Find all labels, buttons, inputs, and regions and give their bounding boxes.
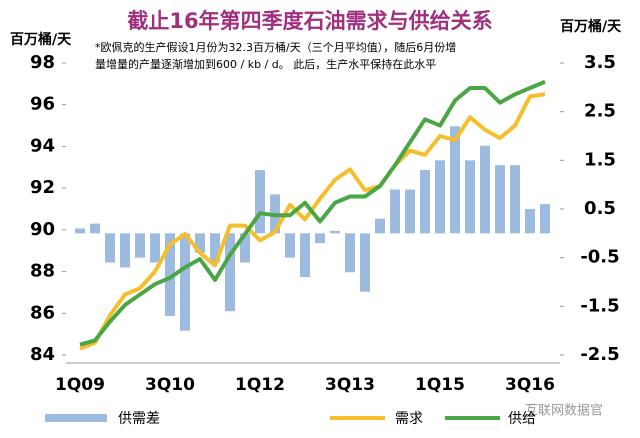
bar [495, 165, 505, 234]
x-tick-label: 1Q09 [55, 375, 105, 395]
y-tick-label: 96 [30, 94, 55, 115]
legend-label: 需求 [395, 411, 423, 427]
bar [435, 160, 445, 234]
y2-tick-label: 2.5 [584, 101, 616, 122]
y2-tick-label: -1.5 [580, 295, 619, 316]
note: *欧佩克的生产假设1月份为32.3百万桶/天（三个月平均值），随后6月份增 [95, 40, 456, 54]
bar [75, 228, 85, 234]
bar [480, 145, 490, 234]
bar [420, 170, 430, 234]
bar [105, 233, 115, 263]
bar [360, 233, 370, 292]
note: 量增量的产量逐渐增加到600 / kb / d。 此后，生产水平保持在此水平 [95, 57, 436, 71]
bar [225, 233, 235, 312]
bar [135, 233, 145, 258]
x-tick-label: 3Q13 [325, 375, 375, 395]
bar [465, 160, 475, 234]
y2-tick-label: -2.5 [580, 344, 619, 365]
bar [165, 233, 175, 317]
bar [195, 233, 205, 253]
y-tick-label: 88 [30, 261, 55, 282]
y2-tick-label: 3.5 [584, 52, 616, 73]
y-tick-label: 92 [30, 177, 55, 198]
x-tick-label: 1Q15 [415, 375, 465, 395]
y-tick-label: 86 [30, 302, 55, 323]
bar [180, 233, 190, 331]
y-axis-label: 百万桶/天 [10, 31, 72, 48]
x-tick-label: 3Q16 [505, 375, 555, 395]
bar [300, 233, 310, 278]
bar [285, 233, 295, 258]
y2-tick-label: 0.5 [584, 198, 616, 219]
y-tick-label: 94 [30, 135, 55, 156]
bar [210, 233, 220, 263]
bar [390, 189, 400, 234]
bar [120, 233, 130, 268]
y2-tick-label: 1.5 [584, 149, 616, 170]
bar [510, 165, 520, 234]
x-tick-label: 1Q12 [235, 375, 285, 395]
bar [405, 189, 415, 234]
line [79, 79, 546, 347]
bar [375, 218, 385, 234]
bar [315, 233, 325, 244]
bar [450, 126, 460, 234]
y-tick-label: 84 [30, 344, 55, 365]
bar [330, 230, 340, 234]
y2-axis-label: 百万桶/天 [560, 18, 622, 35]
bar [345, 233, 355, 273]
bar [150, 233, 160, 263]
watermark: 互联网数据官 [525, 403, 603, 419]
bar [90, 223, 100, 234]
bar [240, 233, 250, 263]
chart-title: 截止16年第四季度石油需求与供给关系 [127, 9, 492, 33]
y2-tick-label: -0.5 [580, 247, 619, 268]
legend-label: 供给 [508, 411, 536, 427]
x-tick-label: 3Q10 [145, 375, 195, 395]
bar [255, 170, 265, 234]
bar [525, 209, 535, 234]
legend-label: 供需差 [118, 411, 160, 427]
y-tick-label: 98 [30, 52, 55, 73]
y-tick-label: 90 [30, 219, 55, 240]
legend-swatch [45, 414, 107, 422]
bar [540, 204, 550, 234]
